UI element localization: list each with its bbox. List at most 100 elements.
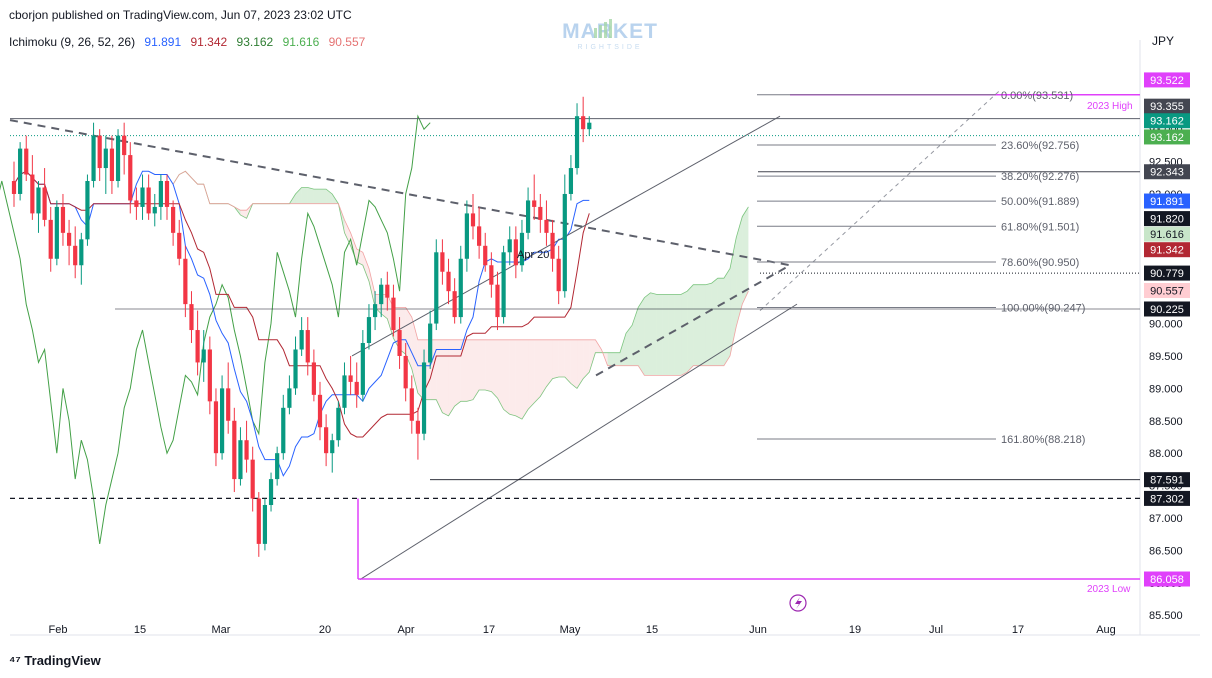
candle-body [434, 252, 439, 324]
x-axis-tick-label: 15 [134, 624, 146, 636]
candle-body [574, 116, 580, 169]
candle-body [305, 330, 310, 363]
cloud-segment [546, 339, 553, 387]
ichimoku-legend[interactable]: Ichimoku (9, 26, 52, 26) 91.891 91.342 9… [9, 35, 371, 49]
price-axis-label: 86.058 [1144, 571, 1190, 587]
price-axis-label: 87.302 [1144, 490, 1190, 506]
candle-body [489, 265, 494, 285]
candle-body [354, 381, 359, 395]
price-axis-label: 91.891 [1144, 193, 1190, 209]
cloud-segment [705, 283, 712, 366]
tradingview-logo[interactable]: ⁴⁷ TradingView [9, 653, 101, 668]
candle-body [54, 206, 59, 259]
cloud-segment [589, 339, 596, 373]
candle-body [42, 187, 47, 220]
cloud-segment [742, 206, 749, 305]
watermark-bar [604, 22, 607, 38]
candle-body [164, 181, 170, 207]
cloud-segment [711, 278, 718, 366]
candle-body [60, 206, 66, 233]
candle-body [122, 135, 127, 156]
candle-body [495, 284, 500, 318]
kijun-value: 91.342 [190, 35, 228, 49]
candle-body [446, 271, 451, 292]
price-label-text: 90.557 [1150, 286, 1184, 298]
cloud-segment [583, 339, 590, 379]
cloud-segment [356, 249, 363, 266]
ascending-trendline [595, 264, 791, 377]
cloud-segment [515, 339, 522, 420]
price-label-text: 93.162 [1150, 116, 1184, 128]
cloud-segment [448, 339, 455, 416]
cloud-segment [503, 339, 510, 415]
price-axis-label: 93.522 [1144, 72, 1190, 88]
price-label-box [1144, 193, 1190, 209]
candle-body [403, 355, 408, 389]
price-label-text: 93.355 [1150, 101, 1184, 113]
cloud-segment [681, 291, 688, 376]
price-label-box [1144, 571, 1190, 587]
senkou-a-value: 91.616 [282, 35, 320, 49]
cloud-segment [479, 339, 486, 390]
senkou-span-b-line [172, 170, 749, 376]
cloud-segment [558, 339, 565, 378]
indicator-name: Ichimoku (9, 26, 52, 26) [9, 35, 136, 49]
candle-body [189, 304, 194, 331]
candle-body [483, 245, 488, 266]
fib-level-label: 161.80%(88.218) [1001, 434, 1085, 446]
price-label-box [1144, 226, 1190, 242]
candle-body [458, 258, 463, 318]
candle-body [281, 407, 286, 454]
candle-body [409, 388, 414, 421]
cloud-segment [638, 297, 645, 376]
cloud-segment [436, 339, 443, 413]
candle-body [262, 505, 268, 544]
candle-body [256, 498, 261, 544]
candle-body [581, 116, 586, 130]
y-axis-tick-label: 89.500 [1149, 351, 1183, 363]
candle-body [91, 135, 96, 182]
cloud-segment [442, 339, 449, 416]
cloud-segment [626, 325, 633, 366]
candle-body [109, 148, 115, 182]
cloud-segment [687, 284, 694, 373]
cloud-segment [460, 339, 467, 402]
tv-logo-icon: ⁴⁷ [9, 653, 25, 668]
price-label-text: 91.342 [1150, 245, 1184, 257]
watermark-bar [609, 19, 612, 38]
candle-body [18, 148, 23, 194]
price-label-text: 92.343 [1150, 167, 1184, 179]
chikou-value: 93.162 [236, 35, 274, 49]
candle-body [513, 239, 518, 266]
price-axis-label: 91.342 [1144, 242, 1190, 258]
price-label-text: 90.779 [1150, 268, 1184, 280]
price-label-text: 87.591 [1150, 475, 1184, 487]
cloud-segment [650, 292, 657, 376]
descending-trendline [9, 119, 791, 267]
price-label-box [1144, 164, 1190, 180]
senkou-b-value: 90.557 [328, 35, 366, 49]
price-axis-label: 91.820 [1144, 211, 1190, 227]
price-axis-label: 90.225 [1144, 301, 1190, 317]
watermark-bar [599, 25, 602, 38]
price-label-text: 91.820 [1150, 214, 1184, 226]
cloud-segment [595, 339, 602, 353]
currency-label: JPY [1152, 34, 1175, 48]
cloud-segment [662, 294, 669, 376]
annotation-2023-high: 2023 High [1087, 101, 1133, 112]
cloud-segment [717, 278, 724, 366]
candle-body [507, 239, 512, 253]
candle-body [470, 213, 476, 227]
cloud-segment [362, 252, 369, 282]
kijun-sen-line [13, 170, 590, 438]
candle-body [568, 168, 574, 194]
fib-level-label: 78.60%(90.950) [1001, 257, 1079, 269]
y-axis-tick-label: 88.500 [1149, 416, 1183, 428]
price-label-box [1144, 72, 1190, 88]
cloud-segment [521, 339, 529, 420]
candle-body [146, 187, 151, 214]
price-label-box [1144, 283, 1190, 299]
candle-body [11, 181, 17, 194]
